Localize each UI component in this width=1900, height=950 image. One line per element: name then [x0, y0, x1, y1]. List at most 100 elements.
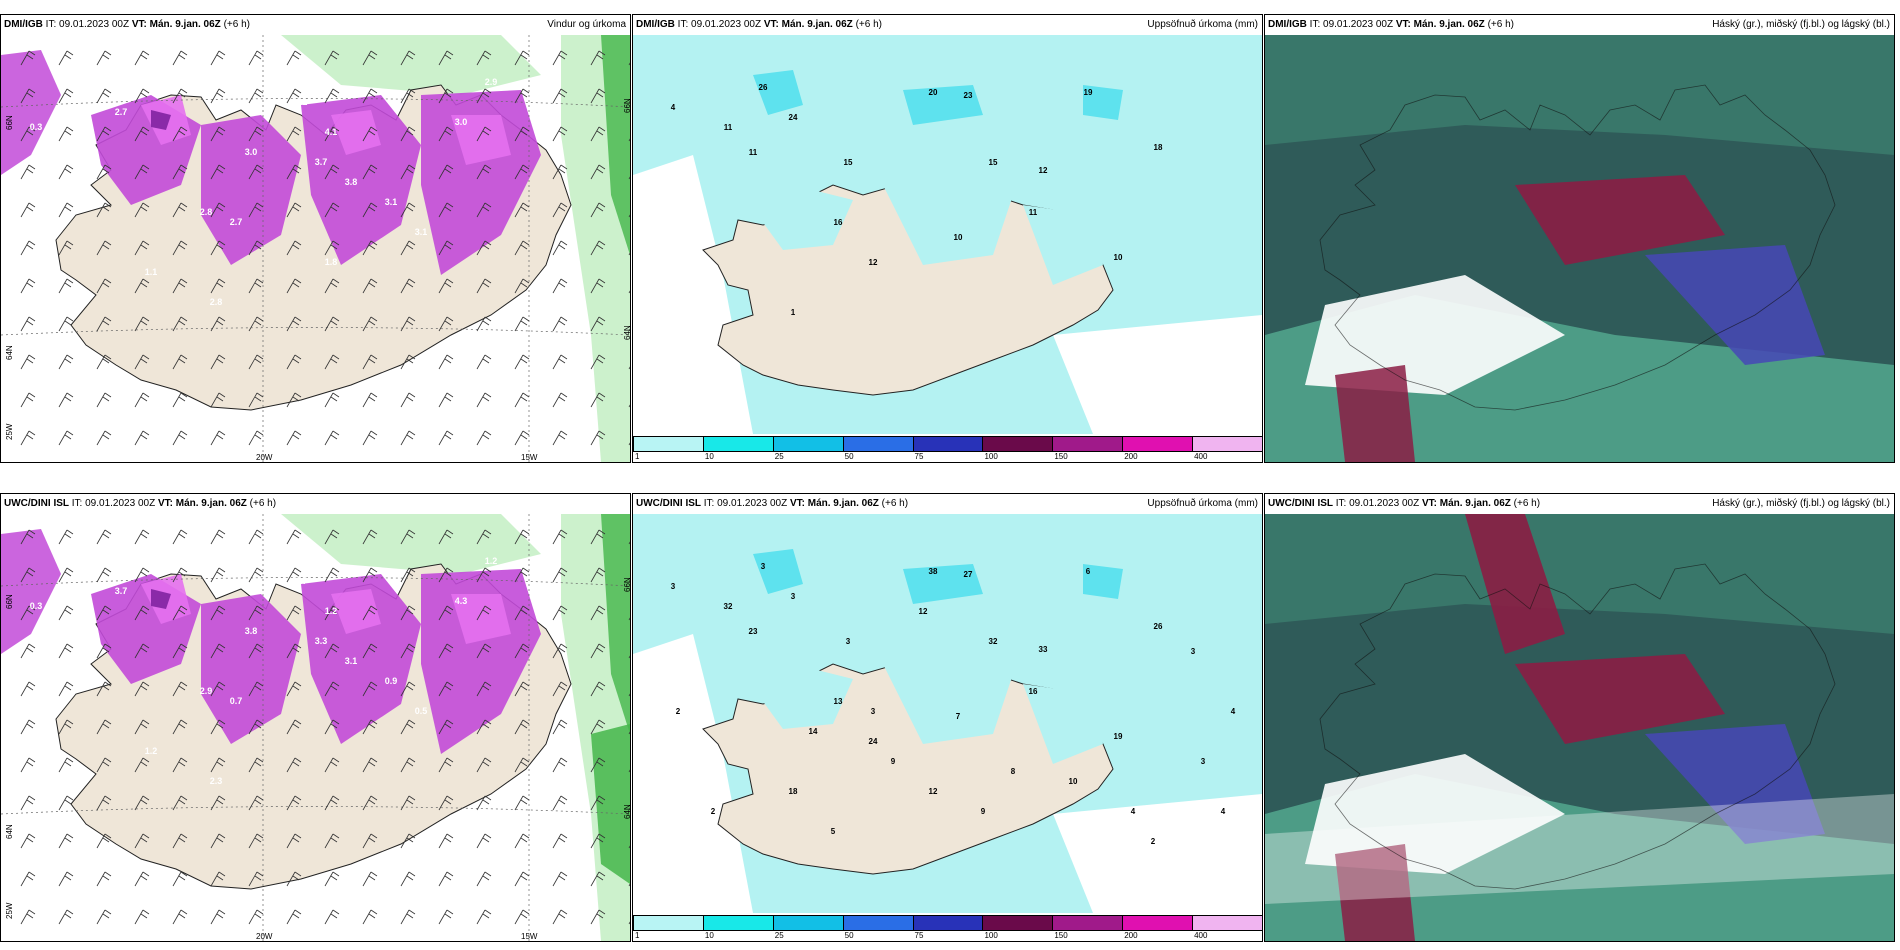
wind-barb: [210, 164, 226, 180]
panel-source: DMI/IGB: [1268, 19, 1307, 30]
map-value-label: 5: [831, 827, 836, 836]
wind-barb: [590, 126, 606, 142]
map-value-label: 2.7: [155, 561, 168, 571]
coordinate-label: 15W: [521, 932, 538, 941]
panel-source: UWC/DINI ISL: [1268, 498, 1333, 509]
clear-sky-area: [1305, 275, 1565, 395]
wind-barb: [20, 757, 36, 773]
wind-barb: [172, 278, 188, 294]
map-value-label: 24: [789, 113, 798, 122]
wind-barb: [438, 240, 454, 256]
wind-barb: [514, 757, 530, 773]
wind-barb: [20, 833, 36, 849]
sea-precip-area: [601, 35, 630, 255]
wind-barb: [286, 643, 302, 659]
legend-tick-label: 10: [704, 452, 714, 461]
map-value-label: 0.9: [385, 676, 398, 686]
wind-barb: [248, 871, 264, 887]
map-value-label: 18: [1154, 143, 1163, 152]
legend-swatch: [982, 436, 1054, 452]
map-value-label: 0.3: [30, 601, 43, 611]
map-value-label: 15: [989, 158, 998, 167]
wind-barb: [476, 430, 492, 446]
wind-barb: [172, 316, 188, 332]
wind-barb: [438, 567, 454, 583]
wind-barb: [58, 430, 74, 446]
wind-barb: [286, 164, 302, 180]
precip-area: [1083, 564, 1123, 599]
wind-barb: [210, 643, 226, 659]
wind-barb: [514, 316, 530, 332]
coordinate-label: 20W: [256, 932, 273, 941]
wind-barb: [552, 240, 568, 256]
wind-barb: [210, 88, 226, 104]
wind-barb: [362, 278, 378, 294]
wind-barb: [248, 354, 264, 370]
wind-barb: [552, 605, 568, 621]
panel-header: DMI/IGB IT: 09.01.2023 00Z VT: Mán. 9.ja…: [1265, 15, 1894, 35]
map-value-label: 9: [981, 807, 986, 816]
wind-barb: [134, 392, 150, 408]
map-value-label: 3: [846, 637, 851, 646]
wind-barb: [20, 392, 36, 408]
wind-barb: [400, 126, 416, 142]
wind-barb: [324, 529, 340, 545]
precip-area: [753, 70, 803, 115]
wind-barb: [248, 164, 264, 180]
wind-barb: [400, 719, 416, 735]
map-value-label: 3.3: [315, 636, 328, 646]
low-cloud-area: [1645, 724, 1825, 844]
mid-cloud-area: [1515, 654, 1725, 744]
coordinate-label: 64N: [5, 824, 14, 839]
wind-barb: [514, 681, 530, 697]
wind-barb: [552, 50, 568, 66]
map-value-label: 20: [929, 88, 938, 97]
wind-barb: [134, 316, 150, 332]
wind-barb: [438, 871, 454, 887]
wind-barb: [172, 605, 188, 621]
map-value-label: 3: [671, 582, 676, 591]
mid-cloud-area: [1335, 365, 1415, 462]
panel-valid-time: VT: Mán. 9.jan. 06Z: [763, 19, 853, 30]
map-value-label: 23: [964, 91, 973, 100]
wind-barb: [552, 88, 568, 104]
wind-barb: [172, 643, 188, 659]
wind-barb: [172, 681, 188, 697]
coordinate-label: 64N: [623, 804, 631, 819]
panel-lead-time: (+6 h): [881, 498, 909, 509]
panel-source: DMI/IGB: [4, 19, 43, 30]
precip-area: [201, 594, 301, 744]
wind-barb: [96, 757, 112, 773]
wind-barb: [514, 202, 530, 218]
wind-barb: [552, 164, 568, 180]
wind-barb: [172, 529, 188, 545]
map-value-label: 3.7: [315, 157, 328, 167]
panel-header: UWC/DINI ISL IT: 09.01.2023 00Z VT: Mán.…: [1265, 494, 1894, 514]
sea-precip-area: [1, 50, 61, 175]
wind-barb: [20, 316, 36, 332]
wind-barb: [324, 871, 340, 887]
wind-barb: [400, 202, 416, 218]
map-value-label: 3: [871, 707, 876, 716]
wind-barb: [134, 354, 150, 370]
wind-barb: [96, 202, 112, 218]
high-cloud-area: [1265, 514, 1894, 634]
wind-barb: [20, 643, 36, 659]
legend-tick-label: 150: [1054, 931, 1068, 940]
wind-barb: [590, 529, 606, 545]
wind-barb: [134, 202, 150, 218]
wind-barb: [590, 681, 606, 697]
wind-barb: [324, 126, 340, 142]
wind-barb: [400, 316, 416, 332]
wind-barb: [134, 605, 150, 621]
panel-header: UWC/DINI ISL IT: 09.01.2023 00Z VT: Mán.…: [633, 494, 1262, 514]
wind-barb: [552, 909, 568, 925]
wind-barb: [400, 240, 416, 256]
wind-barb: [286, 126, 302, 142]
wind-barb: [248, 529, 264, 545]
legend-tick-label: 1: [635, 452, 640, 461]
wind-barb: [286, 354, 302, 370]
wind-barb: [438, 909, 454, 925]
high-cloud-area: [1265, 35, 1894, 155]
legend-tick-label: 25: [774, 931, 784, 940]
